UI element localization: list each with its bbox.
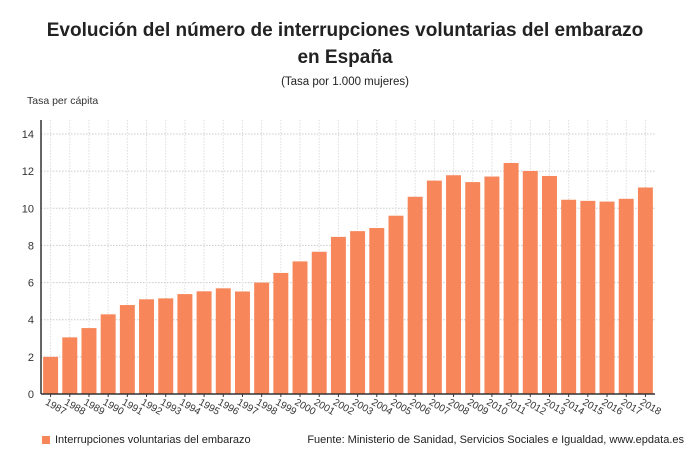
bar-1997 [234,291,250,394]
chart-title-line2: en España [297,47,393,68]
bar-2005 [388,215,404,394]
bar-2011 [503,162,519,394]
bar-2004 [369,227,385,394]
bar-1989 [81,328,97,394]
bar-1993 [158,298,174,394]
bar-1994 [177,294,193,394]
x-tick-label: 2018 [638,397,663,418]
y-axis-label: Tasa per cápita [27,95,99,107]
y-tick-label: 2 [28,352,34,364]
bar-1988 [62,337,78,394]
y-tick-label: 6 [28,278,34,290]
bar-2010 [484,176,500,394]
chart-title-line1: Evolución del número de interrupciones v… [46,20,644,41]
bar-2009 [465,182,481,394]
bar-2012 [522,170,538,394]
bar-2002 [330,236,346,394]
bar-2006 [407,196,423,394]
bar-2015 [580,200,596,394]
bar-2008 [446,175,462,394]
source-note: Fuente: Ministerio de Sanidad, Servicios… [307,434,684,446]
bar-2013 [541,175,557,394]
bar-1987 [43,356,59,394]
bar-1998 [254,282,270,394]
bar-2007 [426,180,442,394]
bar-1996 [215,288,231,394]
bar-1992 [139,299,155,394]
chart-subtitle: (Tasa por 1.000 mujeres) [281,76,409,88]
legend: Interrupciones voluntarias del embarazo [42,434,251,446]
bar-2001 [311,251,327,394]
y-tick-label: 10 [22,203,34,215]
bar-1995 [196,291,212,394]
y-tick-label: 12 [22,166,34,178]
y-tick-label: 0 [28,389,34,401]
bar-2014 [561,199,577,394]
bar-1990 [100,314,116,394]
legend-swatch [42,436,50,444]
bar-2000 [292,261,308,394]
bar-1999 [273,272,289,394]
bar-1991 [119,305,135,394]
legend-label: Interrupciones voluntarias del embarazo [55,434,251,446]
y-tick-label: 14 [22,129,34,141]
y-tick-label: 8 [28,240,34,252]
bar-2016 [599,201,615,394]
chart-footer: Interrupciones voluntarias del embarazo … [42,434,684,446]
bar-2003 [350,231,366,394]
y-tick-label: 4 [28,315,34,327]
bar-2017 [618,198,634,394]
bar-2018 [637,187,653,394]
